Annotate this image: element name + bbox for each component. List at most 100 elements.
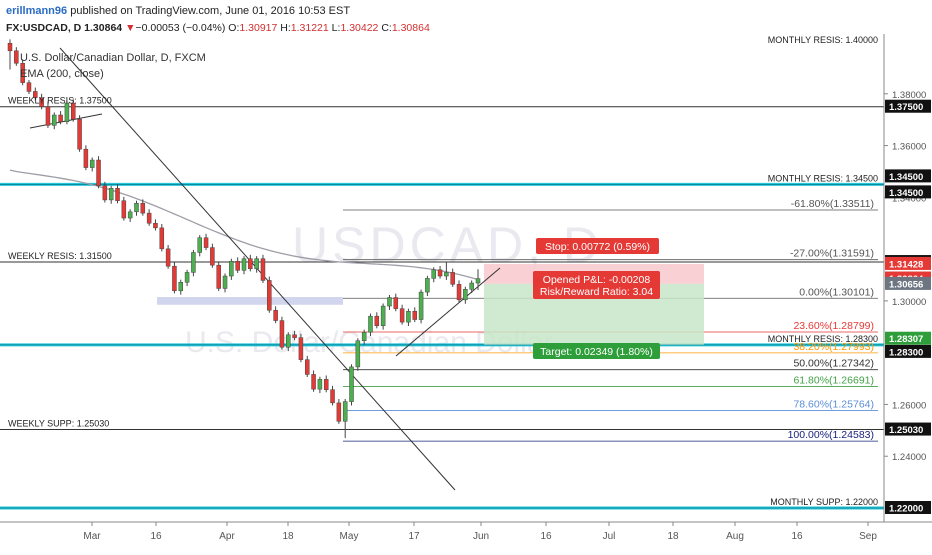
consolidation-band bbox=[157, 297, 343, 305]
candle-body bbox=[70, 102, 76, 120]
candle bbox=[26, 80, 32, 95]
candle bbox=[77, 115, 82, 152]
candle bbox=[134, 200, 139, 216]
ema-line bbox=[9, 169, 479, 281]
candle-body bbox=[456, 284, 462, 301]
candle bbox=[425, 275, 430, 296]
candle-body bbox=[64, 102, 70, 122]
candle bbox=[323, 375, 329, 393]
candle-body bbox=[191, 252, 196, 273]
symbol-label[interactable]: FX:USDCAD, D bbox=[6, 22, 82, 34]
candle-body bbox=[361, 331, 367, 342]
ohlc-line: FX:USDCAD, D 1.30864 ▼−0.00053 (−0.04%) … bbox=[6, 22, 430, 34]
candle bbox=[361, 329, 367, 345]
candle-body bbox=[304, 359, 310, 375]
candle bbox=[336, 399, 342, 424]
candle bbox=[7, 39, 13, 70]
candle-body bbox=[298, 337, 304, 360]
candle-body bbox=[387, 297, 392, 307]
time-tick-label: 17 bbox=[408, 531, 420, 542]
candle-body bbox=[418, 291, 424, 320]
publish-info: published on TradingView.com, June 01, 2… bbox=[70, 5, 351, 17]
candle-body bbox=[108, 188, 114, 201]
candle bbox=[89, 157, 95, 172]
candle bbox=[450, 268, 455, 287]
time-tick-label: Mar bbox=[83, 531, 101, 542]
candle bbox=[399, 304, 405, 325]
author-link[interactable]: erillmann96 bbox=[6, 5, 68, 17]
candle-body bbox=[165, 248, 171, 267]
candle bbox=[58, 111, 63, 125]
stop-badge[interactable] bbox=[536, 238, 659, 254]
candle-body bbox=[342, 401, 348, 422]
candle bbox=[216, 261, 221, 292]
candle-body bbox=[14, 50, 19, 64]
candle bbox=[456, 280, 462, 303]
high-value: 1.31221 bbox=[290, 22, 329, 34]
fib-label: 78.60%(1.25764) bbox=[793, 399, 874, 411]
candle bbox=[203, 233, 209, 251]
pnl-badge[interactable] bbox=[533, 271, 660, 299]
candle-body bbox=[241, 258, 247, 271]
target-badge-text: Target: 0.02349 (1.80%) bbox=[540, 346, 653, 358]
candle bbox=[83, 145, 89, 171]
candle-body bbox=[273, 309, 278, 321]
candle bbox=[146, 209, 152, 226]
last-price: 1.30864 bbox=[84, 22, 123, 34]
candle-body bbox=[210, 247, 215, 266]
stop-badge-text: Stop: 0.00772 (0.59%) bbox=[545, 241, 650, 253]
candle-body bbox=[178, 281, 184, 292]
change-down-icon: ▼ bbox=[125, 22, 136, 34]
candle-body bbox=[96, 159, 101, 186]
price-tick-label: 1.26000 bbox=[892, 400, 926, 411]
candle-body bbox=[229, 261, 234, 277]
candle bbox=[241, 256, 247, 275]
candle-body bbox=[77, 118, 82, 150]
candle-body bbox=[58, 114, 63, 122]
price-tick-label: 1.38000 bbox=[892, 90, 926, 101]
candle bbox=[431, 267, 436, 283]
price-tag bbox=[885, 99, 931, 113]
level-label-top: MONTHLY RESIS: 1.40000 bbox=[768, 35, 878, 45]
candle bbox=[184, 269, 190, 287]
candle bbox=[102, 181, 108, 203]
candle bbox=[70, 99, 76, 122]
candle bbox=[298, 333, 304, 363]
candle-body bbox=[425, 278, 430, 293]
high-label: H: bbox=[280, 22, 291, 34]
candle-body bbox=[197, 237, 202, 253]
candle bbox=[121, 196, 127, 221]
price-tick-label: 1.24000 bbox=[892, 452, 926, 463]
candle-body bbox=[33, 91, 38, 98]
time-tick-label: Jun bbox=[473, 531, 489, 542]
candle bbox=[374, 312, 380, 329]
candle bbox=[254, 256, 259, 273]
time-tick-label: May bbox=[340, 531, 359, 542]
time-tick-label: 16 bbox=[150, 531, 162, 542]
candle-body bbox=[431, 269, 436, 279]
candle-body bbox=[475, 278, 481, 284]
close-label: C: bbox=[381, 22, 392, 34]
pnl-badge-text: Opened P&L: -0.00208 bbox=[543, 274, 651, 286]
open-value: 1.30917 bbox=[239, 22, 278, 34]
target-badge[interactable] bbox=[533, 343, 660, 359]
candle-body bbox=[349, 366, 354, 402]
indicator-legend: EMA (200, close) bbox=[20, 68, 104, 80]
candle bbox=[248, 254, 253, 272]
candle bbox=[45, 101, 51, 128]
price-tag-label: 1.28307 bbox=[889, 334, 923, 345]
open-label: O: bbox=[228, 22, 240, 34]
candle bbox=[108, 185, 114, 204]
level-label: MONTHLY SUPP: 1.22000 bbox=[770, 497, 878, 507]
time-tick-label: 18 bbox=[282, 531, 294, 542]
candle bbox=[14, 47, 19, 66]
candle bbox=[286, 332, 291, 352]
candle bbox=[210, 243, 215, 268]
candle bbox=[349, 364, 354, 406]
candle-body bbox=[399, 308, 405, 323]
time-tick-label: Aug bbox=[726, 531, 744, 542]
price-tick-label: 1.36000 bbox=[892, 142, 926, 153]
fib-label: -61.80%(1.33511) bbox=[791, 198, 874, 210]
